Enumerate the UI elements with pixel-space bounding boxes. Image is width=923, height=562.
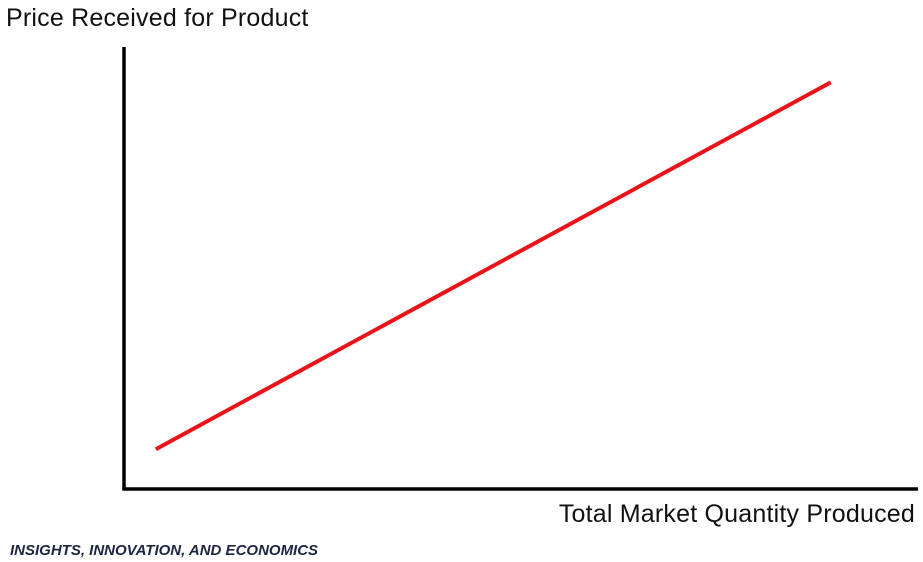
source-credit: INSIGHTS, INNOVATION, AND ECONOMICS [10,542,319,559]
axes [122,47,918,491]
y-axis-label: Price Received for Product [6,4,309,32]
series-group [154,80,832,451]
x-axis-label: Total Market Quantity Produced [558,500,915,528]
series-line-1 [154,80,832,451]
